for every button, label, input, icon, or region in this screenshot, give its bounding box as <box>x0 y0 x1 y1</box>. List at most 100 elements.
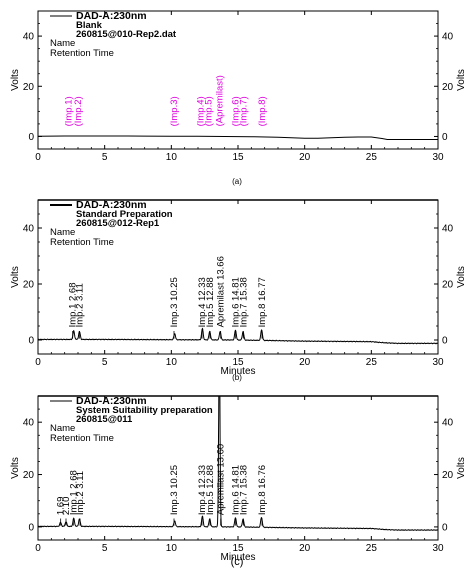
peak-label: Imp.6 14.81 <box>230 465 241 515</box>
peak-label: Imp.1 2.68 <box>68 283 79 328</box>
peak-label: Imp.7 15.38 <box>238 277 249 327</box>
legend-line-2: Blank <box>76 20 103 31</box>
info-line-2: Retention Time <box>50 237 114 248</box>
y-tick-label-right: 20 <box>442 82 454 93</box>
peak-label: Imp.5 12.88 <box>205 277 216 327</box>
x-tick-label: 0 <box>35 152 41 163</box>
y-tick-label-left: 40 <box>23 32 35 43</box>
x-tick-label: 10 <box>166 152 178 163</box>
x-tick-label: 30 <box>432 357 444 368</box>
figure-caption: (a) <box>232 177 242 186</box>
peak-label: (Imp.4) <box>196 96 207 126</box>
peak-label: (Imp.8) <box>257 96 268 126</box>
x-tick-label: 0 <box>35 543 41 554</box>
info-line-2: Retention Time <box>50 433 114 444</box>
x-axis-label: Minutes <box>220 366 255 377</box>
legend-line-2: Standard Preparation <box>76 209 173 220</box>
peak-label: Imp.5 12.88 <box>205 465 216 515</box>
y-axis-label-left: Volts <box>10 69 21 91</box>
info-line-2: Retention Time <box>50 48 114 59</box>
peak-label: Imp.2 3.11 <box>74 283 85 327</box>
y-tick-label-right: 0 <box>442 336 448 347</box>
y-tick-label-right: 0 <box>442 522 448 533</box>
x-tick-label: 5 <box>102 357 108 368</box>
info-line-1: Name <box>50 423 75 434</box>
x-axis-label: Minutes <box>220 552 255 563</box>
y-tick-label-left: 0 <box>28 336 34 347</box>
x-tick-label: 25 <box>366 152 378 163</box>
chromatogram-trace <box>38 135 438 140</box>
x-tick-label: 25 <box>366 357 378 368</box>
x-tick-label: 25 <box>366 543 378 554</box>
x-tick-label: 20 <box>299 152 311 163</box>
peak-label: (Apremilast) <box>214 75 225 126</box>
peak-label: Imp.8 16.77 <box>257 277 268 327</box>
peak-label: (Imp.1) <box>64 96 75 126</box>
figure-caption: (b) <box>232 373 242 382</box>
legend-line-2: System Suitability preparation <box>76 405 213 416</box>
y-axis-label-left: Volts <box>10 266 21 288</box>
peak-label: 1.69 <box>56 497 67 516</box>
peak-label: Imp.3 10.25 <box>169 465 180 515</box>
peak-label: (Imp.2) <box>73 96 84 126</box>
y-tick-label-left: 0 <box>28 522 34 533</box>
y-tick-label-left: 0 <box>28 132 34 143</box>
y-axis-label-right: Volts <box>456 266 467 288</box>
y-tick-label-left: 40 <box>23 418 35 429</box>
peak-label: Imp.3 10.25 <box>169 277 180 327</box>
x-tick-label: 15 <box>232 152 244 163</box>
x-tick-label: 30 <box>432 152 444 163</box>
peak-label: Apremilast 13.60 <box>216 444 227 515</box>
info-line-1: Name <box>50 38 75 49</box>
peak-label: Imp.7 15.38 <box>238 465 249 515</box>
x-tick-label: 15 <box>232 357 244 368</box>
legend-line-1: DAD-A:230nm <box>76 199 147 211</box>
x-tick-label: 30 <box>432 543 444 554</box>
y-tick-label-left: 40 <box>23 224 35 235</box>
x-tick-label: 10 <box>166 357 178 368</box>
peak-label: (Imp.5) <box>204 96 215 126</box>
y-tick-label-right: 40 <box>442 418 454 429</box>
chromatogram-trace <box>38 396 438 532</box>
peak-label: 2.10 <box>61 497 72 516</box>
legend-line-1: DAD-A:230nm <box>76 10 147 22</box>
peak-label: (Imp.7) <box>238 96 249 126</box>
y-tick-label-right: 20 <box>442 470 454 481</box>
info-line-1: Name <box>50 227 75 238</box>
y-tick-label-left: 20 <box>23 82 35 93</box>
legend-line-3: 260815@010-Rep2.dat <box>76 29 177 40</box>
x-tick-label: 20 <box>299 543 311 554</box>
peak-label: Apremilast 13.66 <box>216 256 227 327</box>
peak-label: (Imp.3) <box>169 96 180 126</box>
y-tick-label-left: 20 <box>23 280 35 291</box>
peak-label: (Imp.6) <box>230 96 241 126</box>
y-tick-label-right: 0 <box>442 132 448 143</box>
peak-label: Imp.1 2.68 <box>68 470 79 515</box>
x-tick-label: 5 <box>102 152 108 163</box>
y-axis-label-right: Volts <box>456 457 467 479</box>
x-tick-label: 20 <box>299 357 311 368</box>
x-tick-label: 0 <box>35 357 41 368</box>
y-tick-label-left: 20 <box>23 470 35 481</box>
y-axis-label-left: Volts <box>10 457 21 479</box>
legend-line-3: 260815@012-Rep1 <box>76 218 160 229</box>
peak-label: Imp.6 14.81 <box>230 277 241 327</box>
y-tick-label-right: 40 <box>442 32 454 43</box>
x-tick-label: 5 <box>102 543 108 554</box>
y-axis-label-right: Volts <box>456 69 467 91</box>
legend-line-1: DAD-A:230nm <box>76 395 147 407</box>
peak-label: Imp.4 12.33 <box>197 277 208 327</box>
figure-caption: (c) <box>231 556 244 568</box>
peak-label: Imp.8 16.76 <box>257 465 268 515</box>
legend-line-3: 260815@011 <box>76 414 133 425</box>
x-tick-label: 15 <box>232 543 244 554</box>
peak-label: Imp.2 3.11 <box>75 471 86 515</box>
y-tick-label-right: 40 <box>442 224 454 235</box>
y-tick-label-right: 20 <box>442 280 454 291</box>
peak-label: Imp.4 12.33 <box>197 465 208 515</box>
x-tick-label: 10 <box>166 543 178 554</box>
